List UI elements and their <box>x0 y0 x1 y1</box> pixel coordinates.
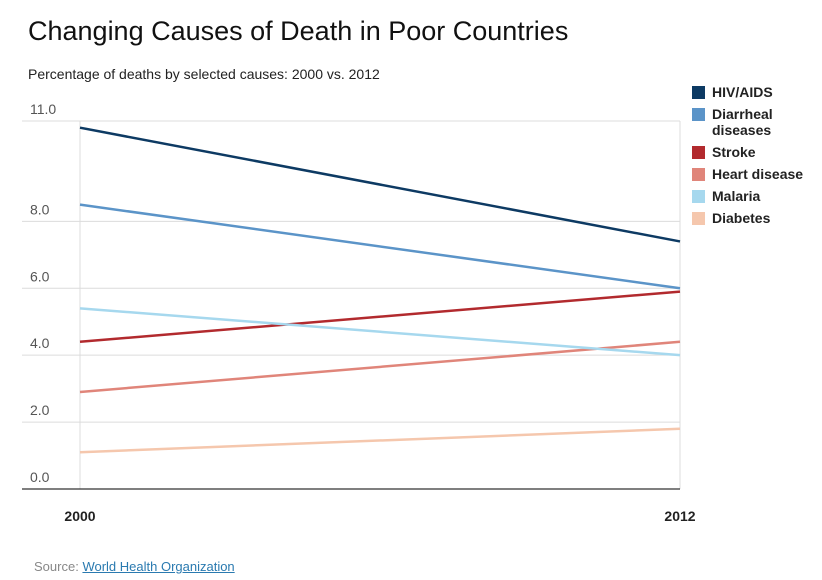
x-tick-label: 2012 <box>664 508 695 524</box>
legend-label: Malaria <box>712 188 761 204</box>
legend-item: Malaria <box>692 188 817 204</box>
legend-swatch <box>692 212 705 225</box>
source-link[interactable]: World Health Organization <box>82 559 235 574</box>
series-line-stroke <box>79 290 681 344</box>
source-label: Source: <box>34 559 79 574</box>
chart-subtitle: Percentage of deaths by selected causes:… <box>28 66 380 82</box>
legend-item: HIV/AIDS <box>692 84 817 100</box>
x-tick-label: 2000 <box>64 508 95 524</box>
y-tick-label: 6.0 <box>30 268 50 284</box>
legend-swatch <box>692 168 705 181</box>
legend-item: Diarrheal diseases <box>692 106 817 138</box>
legend-swatch <box>692 146 705 159</box>
legend-label: Stroke <box>712 144 756 160</box>
legend-item: Stroke <box>692 144 817 160</box>
chart-title: Changing Causes of Death in Poor Countri… <box>28 16 569 46</box>
y-tick-label: 4.0 <box>30 335 50 351</box>
legend-swatch <box>692 86 705 99</box>
y-tick-label: 2.0 <box>30 402 50 418</box>
y-tick-label: 0.0 <box>30 469 50 485</box>
legend: HIV/AIDS Diarrheal diseases Stroke Heart di… <box>692 84 817 232</box>
series-line-malaria <box>79 307 681 357</box>
y-tick-label: 11.0 <box>30 101 56 117</box>
y-tick-label: 8.0 <box>30 201 50 217</box>
legend-item: Diabetes <box>692 210 817 226</box>
series-line-diabetes <box>79 427 681 454</box>
series-line-hiv-aids <box>79 126 681 243</box>
legend-label: Diarrheal diseases <box>712 106 773 138</box>
legend-item: Heart disease <box>692 166 817 182</box>
source-line: Source: World Health Organization <box>34 559 235 574</box>
legend-swatch <box>692 190 705 203</box>
series-line-diarrheal-diseases <box>79 203 681 290</box>
legend-swatch <box>692 108 705 121</box>
legend-label: HIV/AIDS <box>712 84 773 100</box>
legend-label: Heart disease <box>712 166 804 182</box>
series-line-heart-disease <box>79 340 681 394</box>
legend-label: Diabetes <box>712 210 771 226</box>
